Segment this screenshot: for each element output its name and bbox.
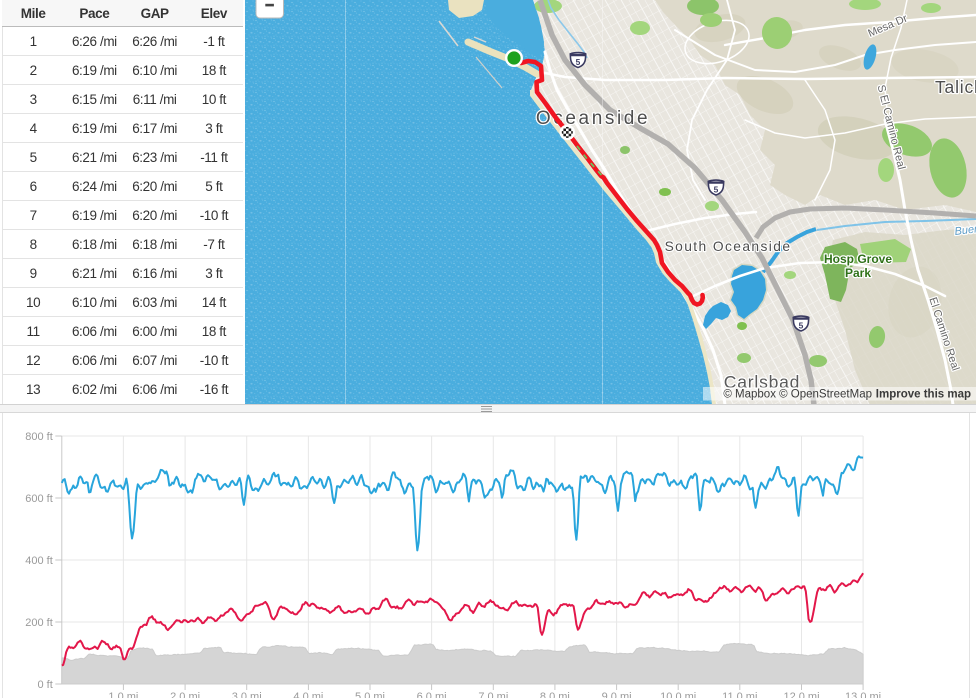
svg-text:Park: Park xyxy=(845,266,871,280)
svg-text:Hosp Grove: Hosp Grove xyxy=(824,252,892,266)
svg-text:800 ft: 800 ft xyxy=(25,431,53,443)
svg-text:1.0 mi: 1.0 mi xyxy=(108,691,138,698)
svg-text:7.0 mi: 7.0 mi xyxy=(478,691,508,698)
svg-text:10.0 mi: 10.0 mi xyxy=(660,691,696,698)
svg-text:© Mapbox © OpenStreetMap: © Mapbox © OpenStreetMap xyxy=(723,389,872,401)
svg-text:South Oceanside: South Oceanside xyxy=(665,239,792,254)
svg-text:5.0 mi: 5.0 mi xyxy=(355,691,385,698)
svg-text:4.0 mi: 4.0 mi xyxy=(293,691,323,698)
svg-text:200 ft: 200 ft xyxy=(25,617,53,629)
svg-text:11.0 mi: 11.0 mi xyxy=(722,691,757,698)
svg-text:8.0 mi: 8.0 mi xyxy=(540,691,570,698)
svg-text:6.0 mi: 6.0 mi xyxy=(417,691,447,698)
svg-text:0 ft: 0 ft xyxy=(38,679,53,691)
svg-text:9.0 mi: 9.0 mi xyxy=(602,691,632,698)
svg-text:Talich: Talich xyxy=(935,77,976,97)
svg-text:2.0 mi: 2.0 mi xyxy=(170,691,200,698)
svg-text:13.0 mi: 13.0 mi xyxy=(845,691,881,698)
svg-text:600 ft: 600 ft xyxy=(25,493,53,505)
svg-text:Improve this map: Improve this map xyxy=(876,389,971,401)
svg-text:12.0 mi: 12.0 mi xyxy=(783,691,819,698)
svg-text:400 ft: 400 ft xyxy=(25,555,53,567)
svg-text:3.0 mi: 3.0 mi xyxy=(232,691,262,698)
